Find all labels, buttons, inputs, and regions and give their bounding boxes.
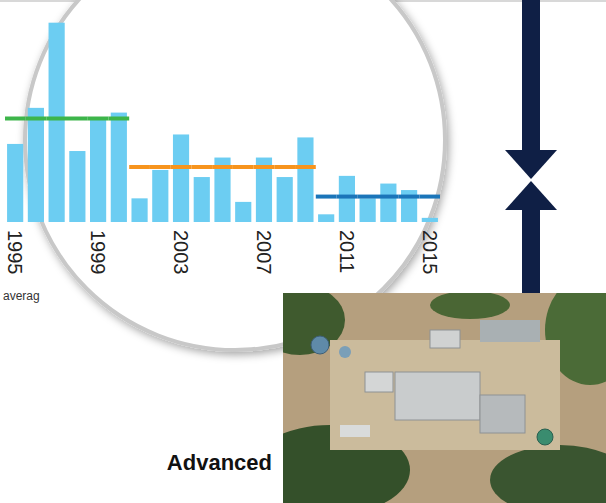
caption: Advanced <box>167 450 272 475</box>
x-tick-label: 2015 <box>419 230 441 275</box>
x-tick-label: 1999 <box>87 230 109 275</box>
converging-arrows <box>505 0 557 298</box>
average-line <box>378 195 399 199</box>
average-line <box>212 165 233 169</box>
trees <box>490 445 606 503</box>
bar <box>235 202 251 222</box>
average-line <box>129 165 150 169</box>
slide: 1995 1999 2003 2007 2011 2015 averag Advanced <box>0 0 606 503</box>
average-line <box>191 165 212 169</box>
average-line <box>254 165 275 169</box>
bar <box>360 198 376 222</box>
bar <box>49 23 65 222</box>
site-pad <box>330 340 560 450</box>
average-line <box>46 117 67 121</box>
x-tick: 2007 <box>253 222 275 275</box>
bar <box>90 119 106 222</box>
x-tick-label: 2007 <box>253 230 275 275</box>
bar <box>380 184 396 222</box>
average-line <box>357 195 378 199</box>
average-line <box>316 195 337 199</box>
trees <box>430 293 510 319</box>
average-line <box>26 117 47 121</box>
average-line <box>419 195 440 199</box>
x-tick-label: 2011 <box>336 230 358 273</box>
bar <box>339 176 355 222</box>
average-line <box>295 165 316 169</box>
bar <box>111 113 127 222</box>
x-tick: 1995 <box>4 222 26 275</box>
x-tick: 2011 <box>336 222 358 273</box>
annotation: averag <box>3 289 40 303</box>
bar <box>28 108 44 222</box>
average-line <box>67 117 88 121</box>
bar <box>194 177 210 222</box>
tank <box>339 346 351 358</box>
arrow-head <box>505 150 557 179</box>
plot-area <box>5 23 440 222</box>
average-line <box>274 165 295 169</box>
bar <box>318 214 334 222</box>
arrow-shaft <box>522 0 540 152</box>
average-line <box>5 117 26 121</box>
bar <box>131 198 147 222</box>
bar <box>173 134 189 222</box>
car-park <box>480 320 540 342</box>
bar <box>152 170 168 222</box>
tank <box>537 429 553 445</box>
x-tick: 2015 <box>419 222 441 275</box>
arrow-shaft <box>522 208 540 298</box>
arrow-head <box>505 181 557 210</box>
x-tick: 1999 <box>87 222 109 275</box>
average-line <box>233 165 254 169</box>
bar <box>422 218 438 222</box>
building <box>430 330 460 348</box>
building <box>340 425 370 437</box>
x-tick-label: 1995 <box>4 230 26 275</box>
bar <box>297 137 313 222</box>
average-line <box>108 117 129 121</box>
average-line <box>399 195 420 199</box>
x-tick: 2003 <box>170 222 192 275</box>
average-line <box>150 165 171 169</box>
bar <box>277 177 293 222</box>
bar <box>69 151 85 222</box>
photo <box>283 293 606 503</box>
bar <box>7 144 23 222</box>
x-axis: 1995 1999 2003 2007 2011 2015 <box>4 222 441 275</box>
tank <box>311 336 329 354</box>
building <box>365 372 393 392</box>
average-line <box>337 195 358 199</box>
x-tick-label: 2003 <box>170 230 192 275</box>
building <box>395 372 480 420</box>
average-line <box>88 117 109 121</box>
average-line <box>171 165 192 169</box>
building <box>480 395 525 433</box>
